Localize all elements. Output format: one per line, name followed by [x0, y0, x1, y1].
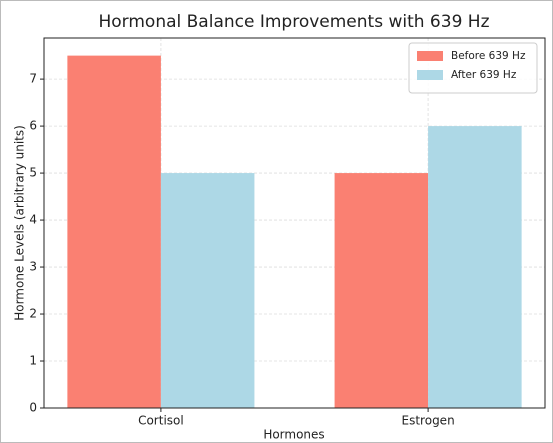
y-tick-label: 1 — [29, 354, 37, 368]
bar — [428, 126, 522, 408]
bar — [334, 173, 429, 408]
legend-label: After 639 Hz — [451, 69, 517, 81]
y-tick-label: 2 — [29, 307, 37, 321]
x-axis-label: Hormones — [263, 428, 324, 442]
y-tick-label: 5 — [29, 166, 37, 180]
y-tick-label: 7 — [29, 72, 37, 86]
axes-frame — [43, 37, 546, 409]
x-tick-label: Estrogen — [402, 414, 455, 428]
y-tick-label: 0 — [29, 401, 37, 415]
y-tick-label: 3 — [29, 260, 37, 274]
chart-title: Hormonal Balance Improvements with 639 H… — [98, 12, 489, 32]
x-tick-label: Cortisol — [138, 414, 184, 428]
legend-label: Before 639 Hz — [451, 50, 526, 62]
legend-swatch — [417, 70, 443, 80]
bar — [67, 55, 161, 408]
legend-swatch — [417, 51, 443, 61]
y-tick-label: 4 — [29, 213, 37, 227]
bar — [160, 173, 255, 408]
y-axis-label: Hormone Levels (arbitrary units) — [13, 125, 27, 321]
y-tick-label: 6 — [29, 119, 37, 133]
